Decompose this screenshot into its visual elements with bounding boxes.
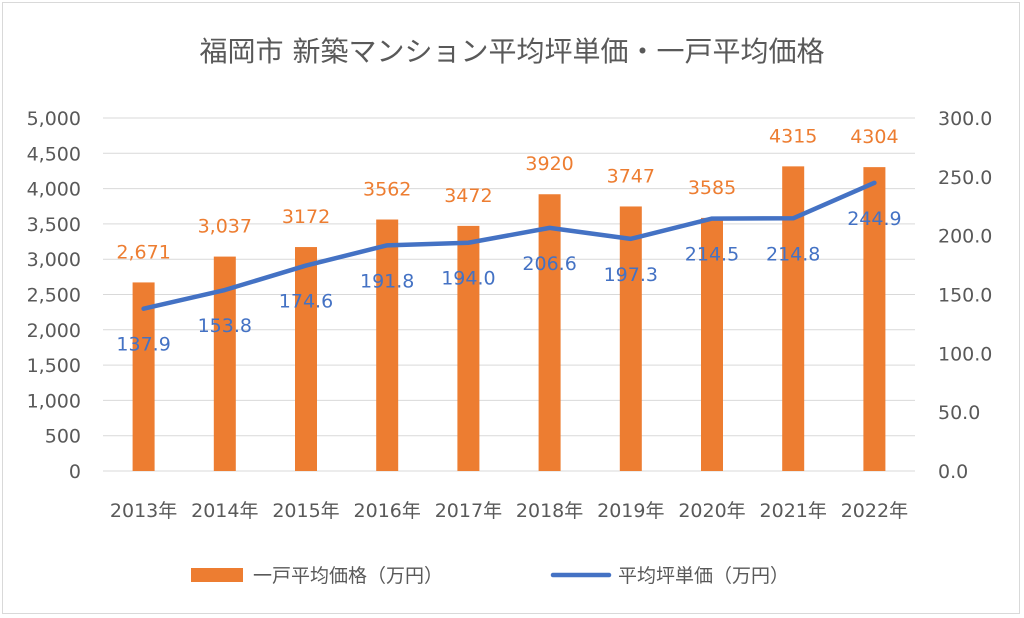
legend-label-line: 平均坪単価（万円） <box>618 565 789 587</box>
left-tick-label: 1,500 <box>27 355 81 377</box>
chart-svg: 福岡市 新築マンション平均坪単価・一戸平均価格 0 500 1,000 1,500 2,… <box>27 35 993 587</box>
left-tick-label: 0 <box>69 461 81 483</box>
bar <box>376 219 399 471</box>
left-tick-label: 2,500 <box>27 285 81 307</box>
bar-series: 2,671 3,037 3172 3562 3472 3920 3747 3585 4315 43… <box>116 125 899 472</box>
bar-data-label: 3472 <box>444 185 492 207</box>
line-data-label: 244.9 <box>847 208 901 230</box>
right-tick-label: 250.0 <box>938 167 992 189</box>
line-series: 137.9 153.8 174.6 191.8 194.0 206.6 197.3 214.5… <box>116 180 902 356</box>
right-tick-label: 100.0 <box>938 343 992 365</box>
x-tick-label: 2015年 <box>272 500 339 522</box>
x-tick-label: 2016年 <box>354 500 421 522</box>
left-tick-label: 2,000 <box>27 320 81 342</box>
line-data-label: 197.3 <box>604 264 658 286</box>
legend-swatch-bar <box>191 568 243 582</box>
legend: 一戸平均価格（万円） 平均坪単価（万円） <box>191 565 789 587</box>
bar-data-label: 3,037 <box>198 216 252 238</box>
line-data-label: 137.9 <box>116 334 170 356</box>
bar-data-label: 3585 <box>688 177 736 199</box>
x-tick-label: 2013年 <box>110 500 177 522</box>
left-tick-label: 500 <box>45 426 81 448</box>
bar <box>701 217 723 471</box>
right-tick-label: 50.0 <box>938 402 980 424</box>
left-tick-label: 4,500 <box>27 143 81 165</box>
gridlines <box>103 117 915 472</box>
line-data-label: 153.8 <box>198 315 252 337</box>
bar <box>782 166 805 471</box>
bar-data-label: 3172 <box>282 206 330 228</box>
legend-label-bar: 一戸平均価格（万円） <box>253 565 443 587</box>
bar-data-label: 3920 <box>525 153 573 175</box>
bar-data-label: 4315 <box>769 125 817 147</box>
bar <box>863 167 886 471</box>
bar <box>213 256 236 471</box>
line-data-label: 214.5 <box>685 244 739 266</box>
bar <box>295 247 317 471</box>
bar-data-label: 3747 <box>607 165 655 187</box>
right-tick-label: 300.0 <box>938 108 992 130</box>
chart-title: 福岡市 新築マンション平均坪単価・一戸平均価格 <box>200 35 825 68</box>
bar <box>132 282 155 471</box>
left-axis-ticks: 0 500 1,000 1,500 2,000 2,500 3,000 3,500 4,000 4… <box>27 108 81 483</box>
right-tick-label: 150.0 <box>938 285 992 307</box>
right-tick-label: 0.0 <box>938 461 968 483</box>
left-tick-label: 1,000 <box>27 390 81 412</box>
left-tick-label: 3,000 <box>27 249 81 271</box>
line-path <box>141 180 877 311</box>
x-tick-label: 2017年 <box>435 500 502 522</box>
x-tick-label: 2019年 <box>597 500 664 522</box>
line-data-label: 214.8 <box>766 243 820 265</box>
x-tick-label: 2018年 <box>516 500 583 522</box>
right-axis-ticks: 0.0 50.0 100.0 150.0 200.0 250.0 300.0 <box>938 108 992 483</box>
bar <box>538 194 561 472</box>
bar <box>457 225 480 471</box>
x-axis-ticks: 2013年 2014年 2015年 2016年 2017年 2018年 2019年 2020年… <box>110 500 908 522</box>
x-tick-label: 2021年 <box>760 500 827 522</box>
bar <box>619 206 642 472</box>
left-tick-label: 4,000 <box>27 179 81 201</box>
left-tick-label: 5,000 <box>27 108 81 130</box>
line-data-label: 191.8 <box>360 270 414 292</box>
x-tick-label: 2022年 <box>841 500 908 522</box>
line-data-label: 194.0 <box>441 268 495 290</box>
bar-data-label: 2,671 <box>116 241 170 263</box>
x-tick-label: 2014年 <box>191 500 258 522</box>
right-tick-label: 200.0 <box>938 226 992 248</box>
x-tick-label: 2020年 <box>678 500 745 522</box>
line-data-label: 206.6 <box>522 253 576 275</box>
line-data-label: 174.6 <box>279 291 333 313</box>
bar-data-label: 4304 <box>850 126 898 148</box>
left-tick-label: 3,500 <box>27 214 81 236</box>
bar-data-label: 3562 <box>363 179 411 201</box>
